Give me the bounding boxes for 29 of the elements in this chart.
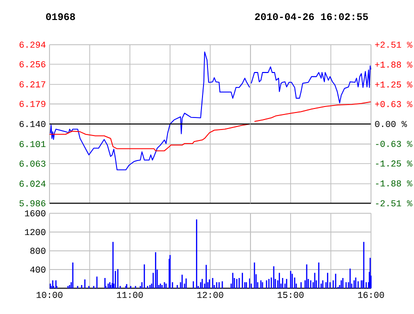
y-tick-label: 6.140 (20, 120, 46, 128)
y-tick-label: 6.024 (20, 180, 46, 187)
y-tick-label: 6.256 (20, 61, 46, 68)
y-tick-label: 1200 (25, 228, 46, 236)
text: +0.63 % (375, 101, 412, 108)
x-tick-label: 11:00 (117, 292, 143, 298)
y-tick-label: 800 (30, 248, 46, 254)
y-tick-label: 1600 (25, 210, 46, 216)
x-tick-label: 16:00 (358, 292, 384, 298)
y-tick-label: 6.217 (20, 81, 46, 88)
y-tick-label: 6.063 (20, 160, 46, 167)
text: +1.25 % (375, 81, 412, 88)
y-tick-label: 400 (30, 266, 46, 273)
x-tick-label: 10:00 (36, 292, 62, 298)
text: -2.51 % (376, 200, 412, 206)
y-tick-label: 6.101 (20, 141, 46, 148)
text: -1.25 % (376, 160, 412, 167)
y-tick-label: 5.986 (20, 200, 46, 206)
text: -0.63 % (376, 140, 412, 147)
x-tick-label: 12:00 (197, 292, 224, 298)
y-tick-label: 6.179 (20, 100, 46, 107)
text: +1.88 % (375, 62, 412, 68)
x-tick-label: 15:00 (278, 292, 304, 298)
chart-subtitle: 2010-04-26 16:02:55 (255, 13, 368, 20)
text: -1.88 % (376, 180, 412, 186)
y-tick-label: 6.294 (20, 42, 46, 48)
text: 0.00 % (375, 120, 407, 128)
text: +2.51 % (375, 42, 412, 48)
chart-title: 01968 (46, 13, 76, 20)
